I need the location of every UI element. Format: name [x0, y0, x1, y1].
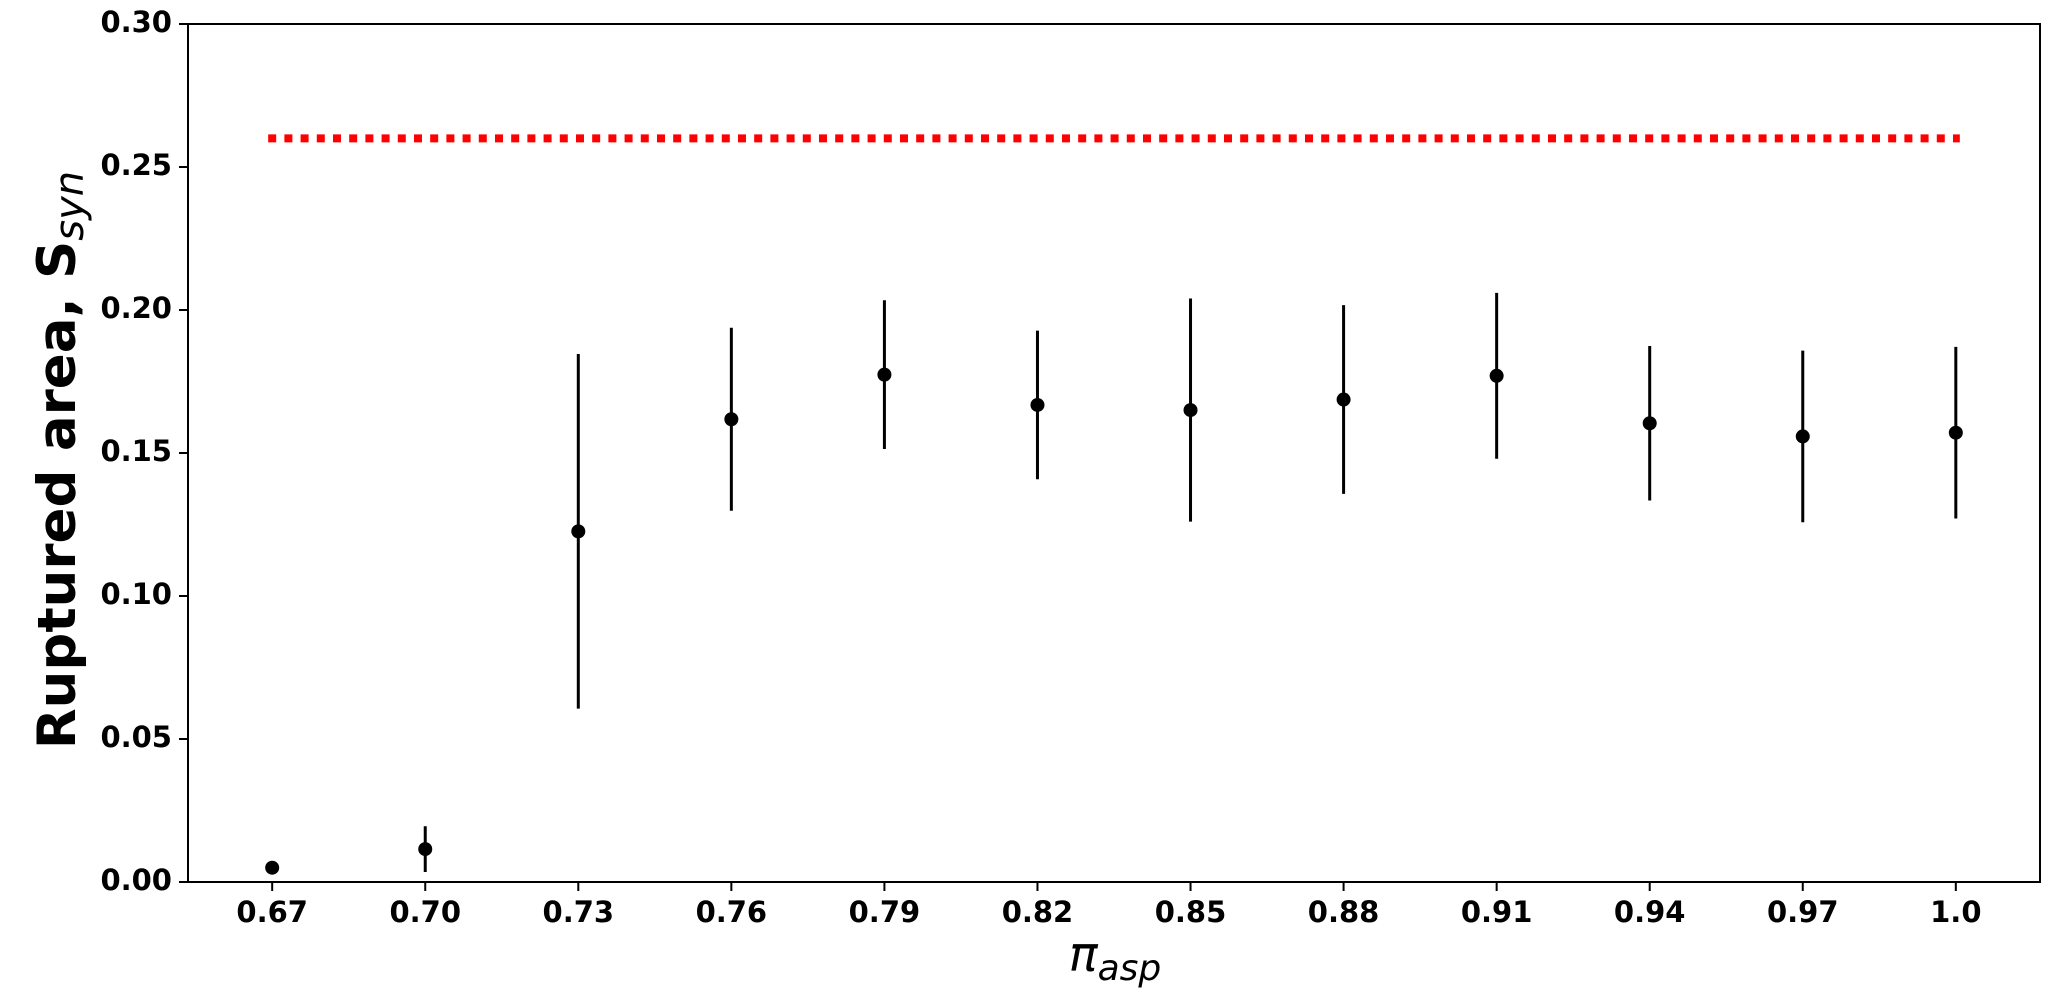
data-point	[1948, 425, 1963, 440]
y-axis-label-subscript: syn	[47, 171, 93, 241]
x-tick-label: 0.82	[1002, 895, 1074, 929]
x-tick-label: 0.76	[696, 895, 768, 929]
x-tick-label: 0.79	[849, 895, 921, 929]
x-axis-label: πasp	[1069, 927, 1162, 989]
x-tick-label: 0.97	[1767, 895, 1839, 929]
y-tick-label: 0.20	[100, 291, 172, 325]
x-tick-label: 1.0	[1930, 895, 1981, 929]
x-tick-label: 0.85	[1155, 895, 1227, 929]
y-tick-label: 0.00	[100, 863, 172, 897]
data-point	[1489, 368, 1504, 383]
plot-frame	[187, 23, 2041, 883]
data-point	[724, 412, 739, 427]
data-point	[571, 524, 586, 539]
x-axis-label-text: π	[1069, 927, 1099, 983]
data-point	[1336, 392, 1351, 407]
y-tick-label: 0.15	[100, 434, 172, 468]
y-axis-label-text: Ruptured area, S	[27, 241, 88, 749]
x-tick-label: 0.94	[1614, 895, 1686, 929]
data-point	[1030, 397, 1045, 412]
data-point	[265, 860, 280, 875]
y-tick-label: 0.25	[100, 148, 172, 182]
data-point	[1795, 429, 1810, 444]
y-tick-label: 0.30	[100, 5, 172, 39]
x-tick-label: 0.88	[1308, 895, 1380, 929]
data-point	[1642, 416, 1657, 431]
y-tick-label: 0.10	[100, 577, 172, 611]
y-axis-label: Ruptured area, Ssyn	[27, 171, 93, 749]
y-tick-label: 0.05	[100, 720, 172, 754]
data-point	[1183, 403, 1198, 418]
x-axis-label-subscript: asp	[1098, 948, 1162, 989]
x-tick-label: 0.70	[389, 895, 461, 929]
data-point	[418, 842, 433, 857]
data-point	[877, 367, 892, 382]
x-tick-label: 0.91	[1461, 895, 1533, 929]
x-tick-label: 0.73	[543, 895, 615, 929]
x-tick-label: 0.67	[236, 895, 308, 929]
